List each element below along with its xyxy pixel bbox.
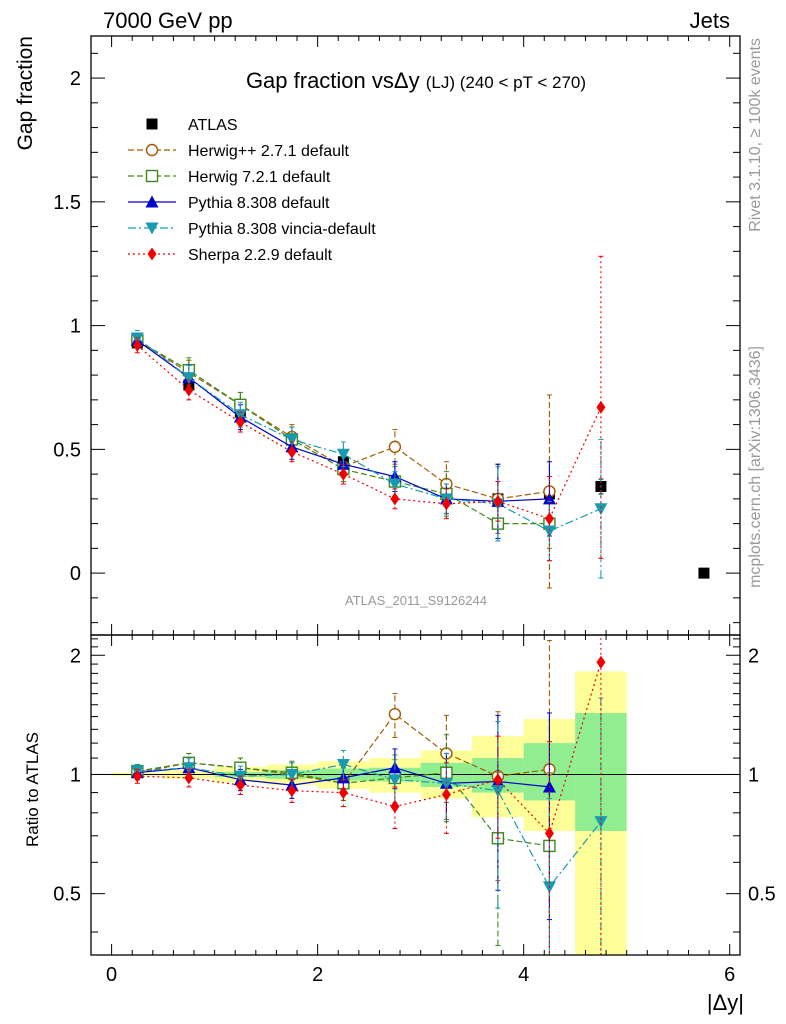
legend-marker-pythia-8-308-default [145, 195, 159, 208]
ratio-point-pythia-8-308-vincia-default-5 [388, 774, 402, 787]
ratio-point-pythia-8-308-vincia-default-7 [491, 785, 505, 798]
main-ytick-label-3: 1.5 [53, 192, 81, 214]
main-point-pythia-8-308-vincia-default-8 [542, 525, 556, 538]
ratio-ytick-label-1: 1 [70, 764, 81, 786]
ratio-point-pythia-8-308-vincia-default-9 [594, 816, 608, 829]
ratio-plot-area [91, 635, 740, 955]
main-point-pythia-8-308-vincia-default-1 [182, 372, 196, 385]
main-line-sherpa-2-2-9-default [137, 344, 602, 520]
ratio-xtick-label-1: 2 [312, 964, 323, 986]
ratio-point-sherpa-2-2-9-default-6 [441, 787, 451, 801]
rivet-label: Rivet 3.1.10, ≥ 100k events [747, 38, 764, 232]
ratio-line-pythia-8-308-vincia-default [137, 763, 602, 888]
main-point-sherpa-2-2-9-default-9 [596, 400, 606, 414]
main-point-herwig-2-7-1-default-5 [388, 440, 402, 454]
main-point-pythia-8-308-vincia-default-9 [594, 503, 608, 516]
ratio-point-sherpa-2-2-9-default-2 [235, 778, 245, 792]
ratio-point-sherpa-2-2-9-default-4 [338, 786, 348, 800]
main-series-pythia-8-308-default [130, 332, 556, 539]
main-panel: 0 0.5 1 1.5 2 Gap fraction vsΔy (LJ) (240 < p… [53, 35, 741, 636]
main-point-sherpa-2-2-9-default-4 [338, 467, 348, 481]
legend-label-herwig-2-7-1-default: Herwig++ 2.7.1 default [188, 143, 350, 160]
chart-title-suffix: (LJ) (240 < pT < 270) [426, 73, 586, 92]
legend-marker-herwig-7-2-1-default [145, 169, 159, 183]
legend-marker-herwig-2-7-1-default [145, 143, 159, 157]
ratio-series-herwig-2-7-1-default [131, 639, 556, 955]
main-point-sherpa-2-2-9-default-6 [441, 497, 451, 511]
ratio-xlabel: |Δy| [707, 990, 744, 1015]
ratio-point-sherpa-2-2-9-default-7 [493, 773, 503, 787]
ratio-ytick-label-right-0: 0.5 [748, 884, 776, 906]
legend-label-pythia-8-308-vincia-default: Pythia 8.308 vincia-default [188, 221, 376, 238]
ratio-panel: 0 2 4 6 0.5 0.5 1 1 2 2 [53, 634, 776, 986]
mcplots-label: mcplots.cern.ch [arXiv:1306.3436] [747, 346, 764, 588]
main-point-sherpa-2-2-9-default-1 [184, 383, 194, 397]
main-point-sherpa-2-2-9-default-8 [544, 512, 554, 526]
main-ytick-label-0: 0 [70, 563, 81, 585]
main-series-pythia-8-308-vincia-default [130, 330, 608, 579]
main-line-pythia-8-308-vincia-default [137, 337, 602, 532]
ratio-point-sherpa-2-2-9-default-8 [544, 826, 554, 840]
main-ylabel: Gap fraction [14, 36, 37, 150]
main-point-sherpa-2-2-9-default-3 [287, 445, 297, 459]
header-left: 7000 GeV pp [103, 8, 233, 33]
legend-marker-pythia-8-308-vincia-default [145, 222, 159, 235]
ratio-point-herwig-2-7-1-default-5 [388, 707, 402, 721]
main-point-pythia-8-308-vincia-default-3 [285, 433, 299, 446]
ratio-series-sherpa-2-2-9-default [132, 635, 606, 955]
main-plot-area [130, 255, 710, 589]
legend-marker-atlas [146, 118, 158, 130]
main-point-atlas-10 [698, 567, 710, 579]
ratio-ytick-label-0: 0.5 [53, 884, 81, 906]
ratio-point-sherpa-2-2-9-default-3 [287, 784, 297, 798]
main-ytick-label-1: 0.5 [53, 439, 81, 461]
legend-marker-sherpa-2-2-9-default [147, 247, 157, 261]
ratio-point-pythia-8-308-vincia-default-3 [285, 768, 299, 781]
ratio-point-sherpa-2-2-9-default-5 [390, 800, 400, 814]
ratio-point-sherpa-2-2-9-default-0 [132, 769, 142, 783]
ratio-xtick-label-3: 6 [724, 964, 735, 986]
main-series-herwig-7-2-1-default [131, 332, 556, 549]
main-series-atlas [131, 337, 710, 579]
legend-label-atlas: ATLAS [188, 117, 238, 134]
legend-label-pythia-8-308-default: Pythia 8.308 default [188, 195, 330, 212]
main-line-herwig-7-2-1-default [137, 339, 550, 525]
ratio-xtick-label-2: 4 [518, 964, 529, 986]
legend-label-herwig-7-2-1-default: Herwig 7.2.1 default [188, 169, 331, 186]
main-point-sherpa-2-2-9-default-5 [390, 492, 400, 506]
ratio-point-sherpa-2-2-9-default-9 [596, 655, 606, 669]
ratio-xtick-label-0: 0 [106, 964, 117, 986]
main-point-sherpa-2-2-9-default-0 [132, 338, 142, 352]
ratio-point-pythia-8-308-vincia-default-6 [439, 777, 453, 790]
legend-label-sherpa-2-2-9-default: Sherpa 2.2.9 default [188, 247, 333, 264]
chart-title-main: Gap fraction vsΔy [246, 68, 426, 93]
ratio-ytick-label-2: 2 [70, 645, 81, 667]
watermark-label: ATLAS_2011_S9126244 [345, 593, 487, 608]
main-point-pythia-8-308-vincia-default-4 [336, 448, 350, 461]
ratio-ytick-label-right-2: 2 [748, 645, 759, 667]
main-point-sherpa-2-2-9-default-7 [493, 494, 503, 508]
header-right: Jets [690, 8, 730, 33]
main-series-sherpa-2-2-9-default [132, 255, 606, 562]
main-ytick-label-2: 1 [70, 316, 81, 338]
main-point-pythia-8-308-default-8 [542, 492, 556, 505]
ratio-point-pythia-8-308-vincia-default-1 [182, 762, 196, 775]
main-ytick-label-4: 2 [70, 68, 81, 90]
main-point-pythia-8-308-vincia-default-5 [388, 478, 402, 491]
legend: ATLAS Herwig++ 2.7.1 default Herwig 7.2.1 … [128, 117, 376, 264]
ratio-ylabel: Ratio to ATLAS [23, 732, 42, 847]
main-point-sherpa-2-2-9-default-2 [235, 415, 245, 429]
ratio-point-sherpa-2-2-9-default-1 [184, 771, 194, 785]
ratio-ytick-label-right-1: 1 [748, 764, 759, 786]
chart-title: Gap fraction vsΔy (LJ) (240 < pT < 270) [246, 68, 586, 93]
ratio-point-pythia-8-308-vincia-default-4 [336, 758, 350, 771]
ratio-frame [90, 634, 741, 956]
